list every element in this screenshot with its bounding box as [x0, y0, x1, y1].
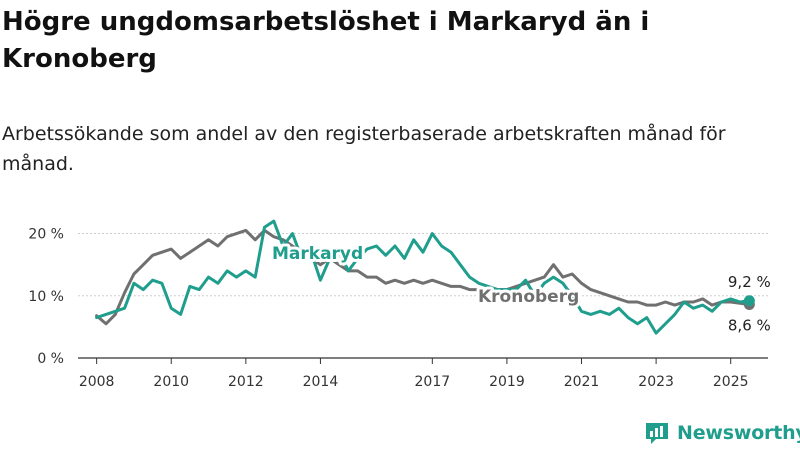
x-axis-ticks: 2008 2010 2012 2014 2017 2019 2021 2023 2025: [79, 358, 749, 390]
end-label-markaryd: 9,2 %: [728, 273, 771, 291]
y-tick-label: 0 %: [37, 351, 64, 367]
end-label-kronoberg: 8,6 %: [728, 316, 771, 334]
x-tick-label: 2014: [303, 374, 339, 390]
chart-title: Högre ungdomsarbetslöshet i Markaryd än …: [2, 7, 650, 74]
series-line-kronoberg: [95, 228, 751, 326]
series-lines: [95, 219, 755, 335]
grid-lines: [78, 233, 768, 359]
x-tick-label: 2017: [415, 374, 451, 390]
y-tick-label: 10 %: [28, 289, 64, 305]
series-line-markaryd: [95, 219, 751, 335]
x-tick-label: 2012: [228, 374, 264, 390]
x-tick-label: 2021: [564, 374, 600, 390]
x-tick-label: 2008: [79, 374, 115, 390]
annotation-kronoberg: Kronoberg: [478, 287, 579, 307]
y-tick-label: 20 %: [28, 227, 64, 243]
annotation-kronoberg-halo: Kronoberg: [478, 287, 579, 307]
series-labels: 9,2 %8,6 %MarkarydMarkarydKronobergKrono…: [269, 241, 771, 334]
y-axis-ticks: 0 % 10 % 20 %: [28, 227, 64, 367]
chart-subtitle: Arbetssökande som andel av den registerb…: [2, 123, 726, 175]
x-tick-label: 2023: [638, 374, 674, 390]
end-point-markaryd: [743, 295, 755, 307]
newsworthy-logo: Newsworthy: [644, 420, 800, 446]
annotation-markaryd-halo: Markaryd: [272, 244, 363, 264]
x-tick-label: 2025: [713, 374, 749, 390]
brand-name: Newsworthy: [677, 422, 800, 444]
newsworthy-chart-icon: [646, 423, 668, 444]
annotation-markaryd: Markaryd: [272, 244, 363, 264]
x-tick-label: 2010: [153, 374, 189, 390]
x-tick-label: 2019: [489, 374, 525, 390]
